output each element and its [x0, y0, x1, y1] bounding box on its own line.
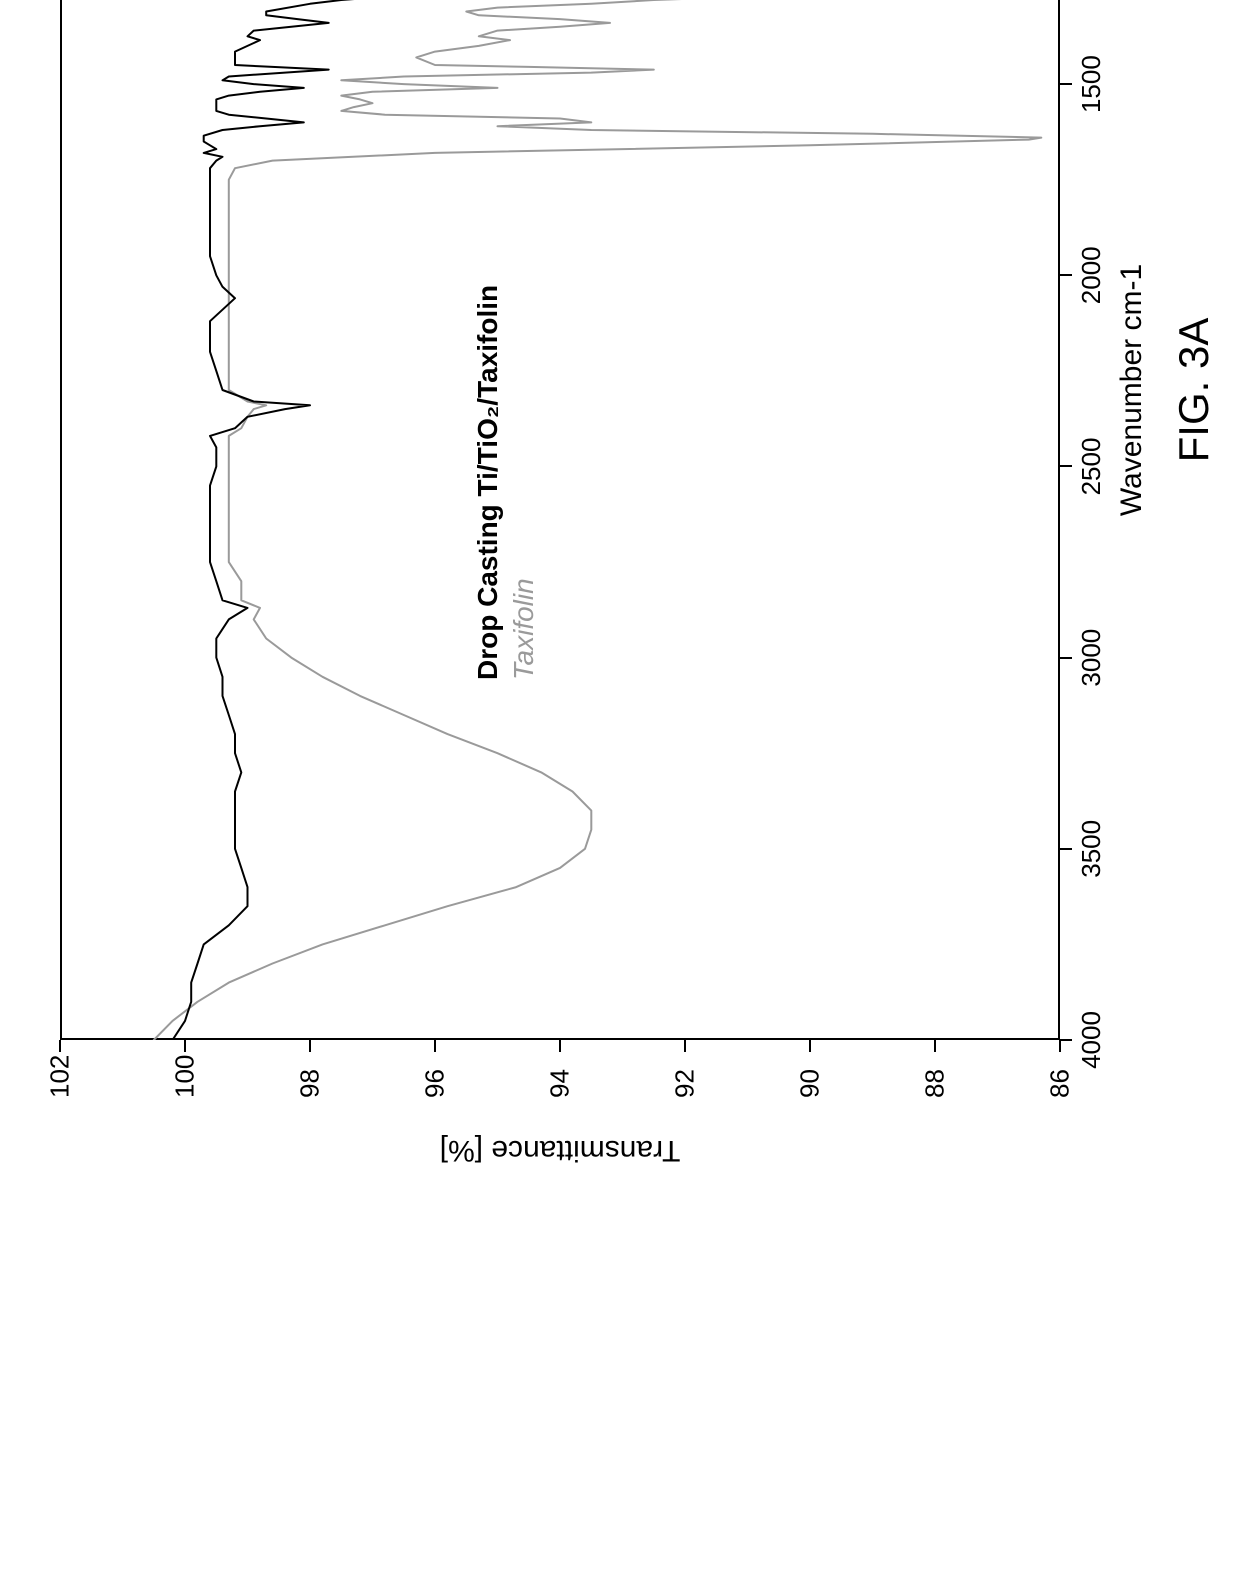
y-tick-label: 92: [670, 1069, 701, 1098]
y-tick: [809, 1040, 811, 1052]
y-tick: [434, 1040, 436, 1052]
x-tick: [1060, 274, 1072, 276]
x-tick: [1060, 657, 1072, 659]
figure-caption: FIG. 3A: [1170, 318, 1218, 463]
y-tick-label: 90: [795, 1069, 826, 1098]
x-tick: [1060, 848, 1072, 850]
x-tick-label: 2000: [1076, 246, 1107, 304]
y-axis-label: Transmittance [%]: [440, 1133, 681, 1167]
legend: Drop Casting Ti/TiO₂/Taxifolin Taxifolin: [470, 285, 543, 680]
x-tick-label: 2500: [1076, 438, 1107, 496]
y-tick: [309, 1040, 311, 1052]
y-tick: [59, 1040, 61, 1052]
x-tick-label: 3000: [1076, 629, 1107, 687]
chart-canvas: BRUKER Drop Casting Ti/TiO₂/Taxifolin Ta…: [0, 0, 1240, 1240]
x-tick-label: 4000: [1076, 1011, 1107, 1069]
y-tick-label: 102: [45, 1055, 76, 1098]
x-tick-label: 1500: [1076, 55, 1107, 113]
y-tick-label: 96: [420, 1069, 451, 1098]
y-tick-label: 100: [170, 1055, 201, 1098]
series-taxifolin: [154, 0, 1042, 1040]
y-tick: [1059, 1040, 1061, 1052]
y-tick: [184, 1040, 186, 1052]
y-tick-label: 94: [545, 1069, 576, 1098]
y-tick-label: 88: [920, 1069, 951, 1098]
y-tick: [684, 1040, 686, 1052]
y-tick-label: 98: [295, 1069, 326, 1098]
x-axis-label: Wavenumber cm-1: [1115, 264, 1149, 516]
legend-item-2: Taxifolin: [506, 285, 542, 680]
x-tick-label: 3500: [1076, 820, 1107, 878]
y-tick: [559, 1040, 561, 1052]
y-tick-label: 86: [1045, 1069, 1076, 1098]
x-tick: [1060, 83, 1072, 85]
x-tick: [1060, 1039, 1072, 1041]
y-tick: [934, 1040, 936, 1052]
x-tick: [1060, 465, 1072, 467]
legend-item-1: Drop Casting Ti/TiO₂/Taxifolin: [470, 285, 506, 680]
